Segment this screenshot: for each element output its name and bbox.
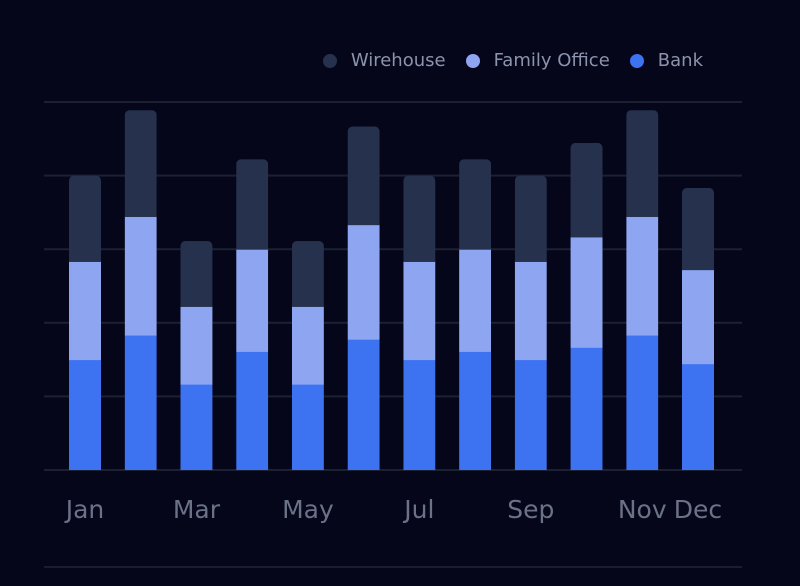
bar-wirehouse-jul[interactable] <box>403 175 436 262</box>
bar-bank-jul[interactable] <box>403 359 436 470</box>
x-tick-label-dec: Dec <box>674 495 722 524</box>
bar-wirehouse-jun[interactable] <box>347 126 380 226</box>
bar-stack-feb[interactable] <box>124 110 157 470</box>
bar-stack-apr[interactable] <box>236 159 269 470</box>
bar-wirehouse-oct[interactable] <box>570 142 603 238</box>
bar-stack-aug[interactable] <box>459 159 492 470</box>
bar-family-office-aug[interactable] <box>459 249 492 352</box>
bottom-divider <box>44 566 742 568</box>
legend-item-family-office[interactable]: Family Office <box>465 50 610 71</box>
legend-item-wirehouse[interactable]: Wirehouse <box>322 50 446 71</box>
bar-bank-aug[interactable] <box>459 351 492 470</box>
bar-bank-mar[interactable] <box>180 384 213 470</box>
x-tick-label-nov: Nov <box>618 495 667 524</box>
x-tick-label-sep: Sep <box>507 495 554 524</box>
bar-family-office-jun[interactable] <box>347 224 380 340</box>
bar-family-office-sep[interactable] <box>514 261 547 361</box>
bar-wirehouse-may[interactable] <box>291 241 324 307</box>
legend-swatch-wirehouse <box>322 53 337 68</box>
bar-bank-nov[interactable] <box>626 335 659 470</box>
bar-bank-dec[interactable] <box>682 363 714 470</box>
legend-swatch-bank <box>629 53 644 68</box>
bar-bank-may[interactable] <box>291 384 324 470</box>
bar-bank-jun[interactable] <box>347 339 380 470</box>
bar-bank-sep[interactable] <box>514 359 547 470</box>
bar-family-office-dec[interactable] <box>682 269 714 365</box>
bar-wirehouse-jan[interactable] <box>69 175 101 262</box>
legend-label-family-office: Family Office <box>493 50 610 71</box>
bar-family-office-nov[interactable] <box>626 216 659 336</box>
bar-wirehouse-sep[interactable] <box>514 175 547 262</box>
bar-family-office-apr[interactable] <box>236 249 269 352</box>
bar-bank-feb[interactable] <box>124 335 157 470</box>
x-tick-label-jan: Jan <box>64 495 105 524</box>
bar-bank-apr[interactable] <box>236 351 269 470</box>
x-tick-label-mar: Mar <box>173 495 221 524</box>
bar-wirehouse-feb[interactable] <box>124 110 157 217</box>
bar-bank-jan[interactable] <box>69 359 101 470</box>
bar-family-office-may[interactable] <box>291 306 324 385</box>
legend-swatch-family-office <box>465 53 480 68</box>
bar-stack-oct[interactable] <box>570 142 603 470</box>
bar-bank-oct[interactable] <box>570 347 603 470</box>
bar-family-office-jul[interactable] <box>403 261 436 361</box>
bar-stack-sep[interactable] <box>514 175 547 470</box>
bar-stack-jul[interactable] <box>403 175 436 470</box>
legend-label-wirehouse: Wirehouse <box>350 50 446 71</box>
bar-family-office-mar[interactable] <box>180 306 213 385</box>
bar-stack-jun[interactable] <box>347 126 380 470</box>
bar-family-office-jan[interactable] <box>69 261 101 361</box>
bar-stack-mar[interactable] <box>180 241 213 470</box>
x-tick-label-may: May <box>282 495 334 524</box>
bar-wirehouse-nov[interactable] <box>626 110 659 217</box>
x-tick-label-jul: Jul <box>402 495 434 524</box>
bar-stack-jan[interactable] <box>69 175 101 470</box>
bar-wirehouse-dec[interactable] <box>682 187 714 271</box>
bar-stack-may[interactable] <box>291 241 324 470</box>
legend-item-bank[interactable]: Bank <box>629 50 703 71</box>
bar-stack-nov[interactable] <box>626 110 659 470</box>
bar-wirehouse-apr[interactable] <box>236 159 269 250</box>
bar-stack-dec[interactable] <box>682 187 714 470</box>
legend-label-bank: Bank <box>657 50 703 71</box>
bar-family-office-oct[interactable] <box>570 236 603 348</box>
bar-wirehouse-aug[interactable] <box>459 159 492 250</box>
bar-family-office-feb[interactable] <box>124 216 157 336</box>
chart-legend: Wirehouse Family Office Bank <box>303 50 703 71</box>
bar-wirehouse-mar[interactable] <box>180 241 213 307</box>
